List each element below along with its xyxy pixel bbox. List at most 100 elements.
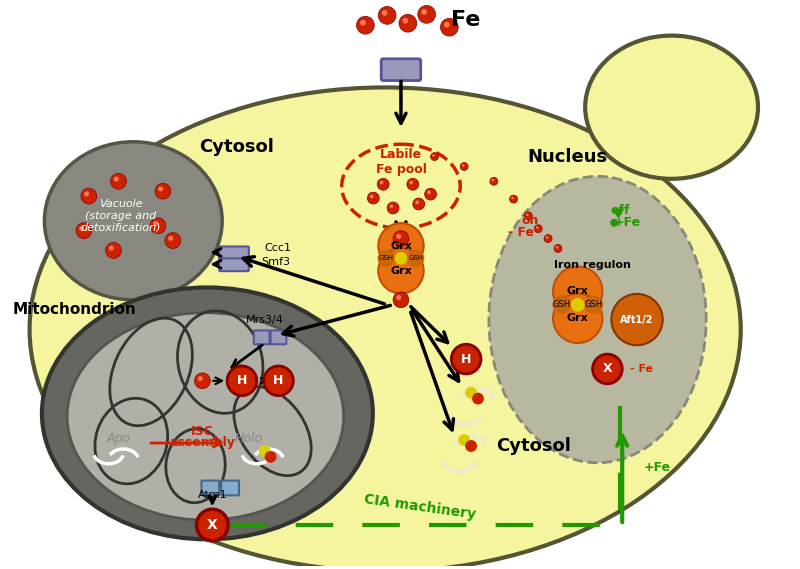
Circle shape [593, 354, 622, 384]
Circle shape [109, 246, 114, 251]
Circle shape [458, 434, 470, 446]
Circle shape [357, 17, 374, 34]
Circle shape [511, 197, 514, 199]
Circle shape [81, 188, 97, 204]
Circle shape [546, 236, 548, 239]
Circle shape [150, 218, 166, 234]
Circle shape [198, 376, 202, 381]
Text: Apo: Apo [106, 432, 130, 444]
Text: +Fe: +Fe [614, 216, 641, 229]
Circle shape [415, 200, 419, 204]
Circle shape [413, 198, 425, 210]
Text: +Fe: +Fe [644, 461, 671, 474]
Circle shape [396, 295, 402, 300]
Text: - Fe: - Fe [509, 226, 534, 239]
Text: Mitochondrion: Mitochondrion [12, 302, 136, 317]
Circle shape [425, 188, 437, 200]
Text: Aft1/2: Aft1/2 [620, 315, 654, 324]
Circle shape [106, 242, 122, 258]
Circle shape [451, 344, 481, 374]
Text: H: H [237, 374, 247, 387]
Text: Grx: Grx [390, 241, 412, 251]
Ellipse shape [44, 142, 222, 300]
Circle shape [378, 250, 395, 267]
Circle shape [227, 366, 257, 395]
Circle shape [154, 221, 158, 226]
Text: H: H [274, 374, 284, 387]
Text: X: X [602, 362, 612, 376]
Circle shape [393, 230, 409, 246]
Circle shape [378, 223, 424, 269]
Circle shape [265, 451, 277, 463]
Circle shape [427, 191, 431, 195]
Text: Holo: Holo [234, 432, 263, 444]
Text: Mrs3/4: Mrs3/4 [246, 315, 283, 324]
Text: Nucleus: Nucleus [528, 147, 608, 166]
Circle shape [430, 152, 438, 160]
FancyBboxPatch shape [202, 481, 219, 496]
Circle shape [611, 294, 662, 345]
Text: CIA machinery: CIA machinery [363, 492, 477, 522]
Text: Smf3: Smf3 [262, 257, 290, 267]
Circle shape [396, 234, 402, 239]
Circle shape [407, 178, 418, 190]
FancyBboxPatch shape [219, 258, 249, 271]
Text: H: H [461, 353, 471, 365]
Circle shape [367, 192, 379, 204]
Ellipse shape [67, 312, 344, 520]
Circle shape [407, 250, 424, 267]
Circle shape [194, 373, 210, 389]
Circle shape [165, 233, 181, 249]
Circle shape [197, 509, 228, 541]
Circle shape [610, 219, 618, 226]
Circle shape [393, 292, 409, 308]
Text: X: X [207, 518, 218, 532]
Text: Grx: Grx [567, 286, 589, 296]
Circle shape [553, 266, 602, 316]
Circle shape [465, 440, 477, 452]
Text: GSH: GSH [553, 300, 570, 309]
Circle shape [370, 195, 374, 199]
Circle shape [472, 393, 484, 405]
Text: Ccc1: Ccc1 [265, 244, 292, 253]
FancyBboxPatch shape [270, 331, 286, 344]
Text: Cytosol: Cytosol [496, 437, 570, 455]
Circle shape [444, 22, 450, 27]
Circle shape [490, 178, 498, 185]
Circle shape [553, 294, 602, 343]
Circle shape [84, 191, 89, 196]
Text: GSH: GSH [585, 300, 603, 309]
Text: Vacuole
(storage and
detoxification): Vacuole (storage and detoxification) [80, 199, 161, 233]
Circle shape [387, 202, 399, 214]
Text: Fe: Fe [451, 10, 481, 30]
Ellipse shape [42, 287, 373, 539]
Circle shape [418, 6, 435, 23]
Circle shape [158, 187, 163, 192]
Ellipse shape [30, 88, 741, 569]
Circle shape [491, 179, 494, 182]
Circle shape [76, 223, 92, 238]
Text: Iron regulon: Iron regulon [554, 260, 631, 270]
Circle shape [378, 6, 396, 24]
Text: Grx: Grx [390, 266, 412, 276]
Circle shape [168, 236, 173, 241]
Circle shape [534, 225, 542, 233]
Circle shape [460, 163, 468, 171]
Circle shape [114, 176, 118, 182]
Circle shape [378, 178, 389, 190]
Circle shape [554, 245, 562, 253]
Circle shape [382, 10, 387, 16]
Text: Atm1: Atm1 [198, 490, 227, 500]
Circle shape [155, 183, 171, 199]
Text: GSH: GSH [378, 255, 394, 261]
Circle shape [571, 298, 585, 312]
Circle shape [441, 18, 458, 36]
Circle shape [462, 164, 464, 167]
Text: assembly: assembly [170, 435, 235, 448]
FancyBboxPatch shape [254, 331, 270, 344]
Text: Grx: Grx [567, 314, 589, 323]
Circle shape [552, 295, 571, 314]
Circle shape [399, 14, 417, 32]
Text: on: on [522, 215, 539, 227]
Text: GSH: GSH [408, 255, 423, 261]
